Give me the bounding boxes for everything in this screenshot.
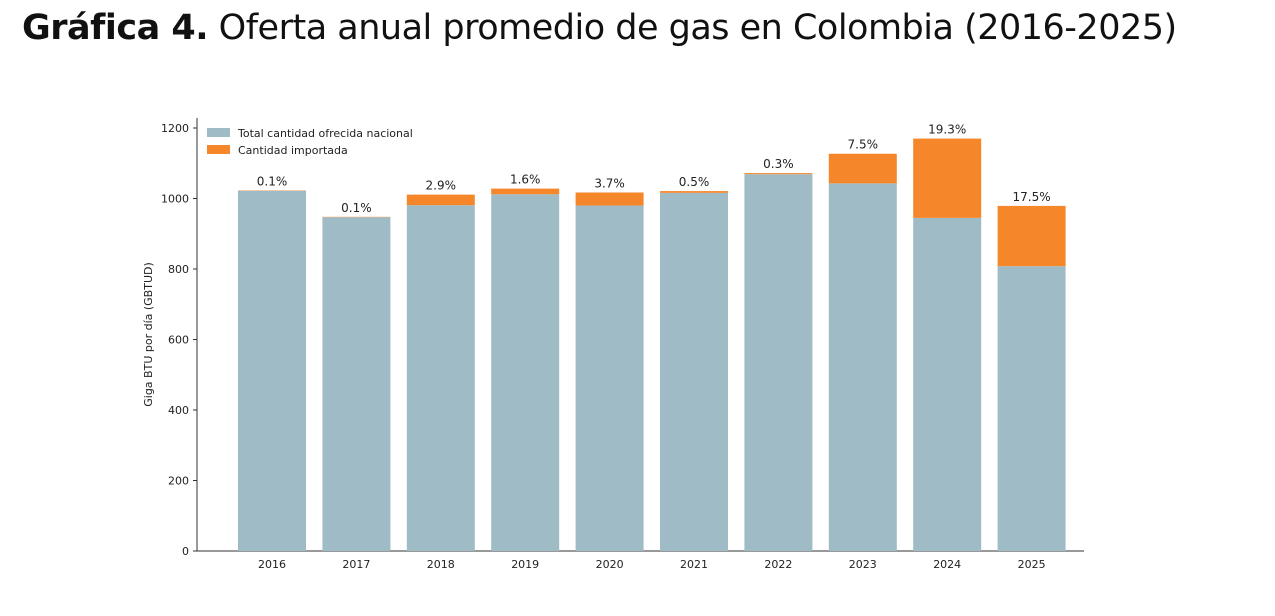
x-tick-label-2024: 2024 [933, 558, 961, 571]
percent-label-2022: 0.3% [763, 157, 794, 171]
bar-nacional-2022 [744, 174, 813, 552]
chart-legend: Total cantidad ofrecida nacional Cantidad… [207, 127, 413, 157]
bar-importada-2025 [997, 205, 1066, 267]
bar-nacional-2019 [491, 194, 560, 551]
bar-nacional-2016 [238, 190, 306, 551]
bar-nacional-2025 [997, 266, 1066, 551]
bar-nacional-2024 [913, 217, 982, 551]
x-tick-label-2019: 2019 [511, 558, 539, 571]
x-tick-label-2016: 2016 [258, 558, 286, 571]
bar-nacional-2023 [828, 183, 897, 551]
y-tick-label-1000: 1000 [161, 193, 189, 206]
percent-label-2023: 7.5% [848, 138, 879, 152]
y-axis-label: Giga BTU por día (GBTUD) [142, 262, 155, 407]
percent-label-2018: 2.9% [426, 179, 457, 193]
percent-label-2021: 0.5% [679, 175, 710, 189]
percent-label-2025: 17.5% [1013, 190, 1051, 204]
bar-importada-2022 [744, 173, 813, 175]
bar-importada-2019 [491, 188, 560, 195]
title-text: Oferta anual promedio de gas en Colombia… [218, 8, 1177, 48]
x-tick-label-2018: 2018 [427, 558, 455, 571]
y-tick-label-1200: 1200 [161, 122, 189, 135]
bar-nacional-2020 [575, 205, 644, 552]
chart-percent-labels: 0.1% 0.1% 2.9% 1.6% 3.7% 0.5% 0.3% 7.5% 19.3% 17.… [257, 123, 1051, 215]
legend-swatch-nacional [207, 128, 230, 137]
x-tick-label-2017: 2017 [342, 558, 370, 571]
legend-swatch-importada [207, 145, 230, 154]
y-tick-label-400: 400 [168, 404, 189, 417]
bar-importada-2024 [913, 138, 982, 218]
x-tick-label-2023: 2023 [849, 558, 877, 571]
bar-importada-2023 [828, 153, 897, 184]
chart-bars [238, 138, 1066, 552]
bar-nacional-2018 [406, 205, 475, 551]
page-title: Gráfica 4. Oferta anual promedio de gas … [22, 8, 1177, 48]
bar-importada-2020 [575, 192, 644, 206]
bar-nacional-2017 [322, 217, 391, 551]
x-tick-label-2025: 2025 [1018, 558, 1046, 571]
legend-label-nacional: Total cantidad ofrecida nacional [237, 127, 413, 140]
percent-label-2020: 3.7% [594, 177, 625, 191]
y-tick-label-800: 800 [168, 263, 189, 276]
percent-label-2024: 19.3% [928, 123, 966, 137]
percent-label-2016: 0.1% [257, 174, 288, 188]
bar-nacional-2021 [660, 192, 728, 552]
x-tick-label-2021: 2021 [680, 558, 708, 571]
x-tick-label-2020: 2020 [596, 558, 624, 571]
y-tick-label-0: 0 [182, 545, 189, 558]
bar-importada-2021 [660, 191, 728, 193]
title-prefix: Gráfica 4. [22, 8, 209, 48]
y-tick-label-600: 600 [168, 334, 189, 347]
x-tick-label-2022: 2022 [764, 558, 792, 571]
percent-label-2017: 0.1% [341, 201, 372, 215]
y-tick-label-200: 200 [168, 475, 189, 488]
percent-label-2019: 1.6% [510, 173, 541, 187]
bar-importada-2018 [406, 194, 475, 206]
legend-label-importada: Cantidad importada [238, 144, 348, 157]
